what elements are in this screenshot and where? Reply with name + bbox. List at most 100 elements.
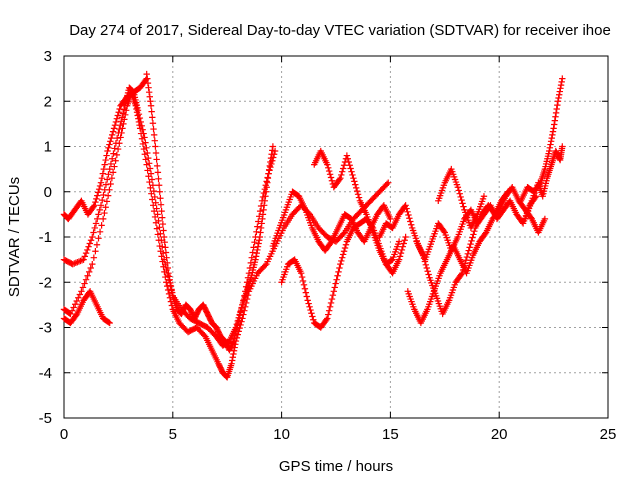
series-trace-8 [311,147,403,268]
y-tick-label: -3 [39,320,52,337]
data-point [230,350,237,358]
data-point [257,202,265,210]
data-point [156,188,163,195]
data-point [147,98,154,105]
data-point [105,144,112,151]
data-point [304,297,311,304]
y-axis-label: SDTVAR / TECUs [6,177,23,297]
data-point [154,169,162,176]
data-point [119,125,126,132]
data-point [395,238,403,245]
data-point [115,129,122,137]
data-point [504,188,512,195]
y-tick-label: -4 [39,365,52,382]
data-point [144,75,151,82]
data-point [159,243,166,250]
data-point [106,141,113,148]
data-point [354,191,362,198]
data-point [109,169,117,176]
data-point [466,244,473,251]
data-point [349,171,356,179]
series-trace-5 [143,70,277,354]
data-point [154,162,161,170]
data-point [67,310,74,318]
data-point [423,264,430,272]
data-point [146,165,154,172]
data-point [503,189,511,197]
data-point [148,108,155,115]
data-point [551,117,559,124]
data-point [301,285,309,292]
data-point [153,156,160,163]
data-point [72,312,80,319]
data-point [348,168,355,175]
data-point [150,125,157,133]
chart-title: Day 274 of 2017, Sidereal Day-to-day VTE… [69,22,611,39]
data-point [324,315,331,322]
data-point [158,207,165,215]
data-point [310,316,317,323]
data-point [200,332,208,339]
data-point [559,75,566,82]
y-tick-label: 1 [44,139,52,156]
data-point [82,276,90,283]
data-point [422,261,430,268]
data-point [98,222,105,229]
data-point [228,357,236,364]
data-point [352,181,359,188]
data-point [344,155,352,162]
data-point [108,174,116,182]
data-point [110,150,117,157]
data-point [163,254,170,261]
data-point [405,211,412,219]
data-point [339,254,346,261]
data-point [95,185,103,193]
data-point [303,293,310,300]
data-point [108,155,116,162]
data-point [139,126,146,133]
data-point [94,215,101,223]
data-point [151,137,158,144]
data-point [457,193,464,201]
data-point [250,244,257,251]
data-point [338,257,345,265]
data-point [168,286,175,293]
data-point [333,276,340,283]
data-point [147,170,155,177]
data-point [265,166,273,173]
data-point [239,315,246,322]
data-point [143,70,150,78]
data-point [256,233,264,241]
data-point [419,251,427,259]
data-point [460,263,468,270]
data-point [400,240,407,247]
data-point [70,304,77,311]
y-tick-labels: -5 -4 -3 -2 -1 0 1 2 3 [39,48,52,427]
data-point [142,139,149,146]
data-point [550,125,557,132]
data-point [145,154,152,162]
data-point [327,239,334,247]
data-point [96,206,103,214]
data-point [152,149,160,157]
data-point [96,182,104,190]
data-point [350,174,357,182]
data-point [255,218,262,225]
data-point [325,307,333,314]
data-point [97,202,105,209]
data-point [105,171,112,178]
data-point [326,303,334,311]
data-point [552,109,560,117]
data-point [459,266,467,274]
data-point [324,161,331,168]
data-point [247,259,255,267]
data-point [299,277,307,285]
data-point [165,273,173,280]
data-point [164,286,172,294]
data-point [145,89,153,96]
series-trace-4 [60,288,113,327]
data-point [85,243,92,250]
data-point [328,177,336,184]
data-point [73,297,80,305]
